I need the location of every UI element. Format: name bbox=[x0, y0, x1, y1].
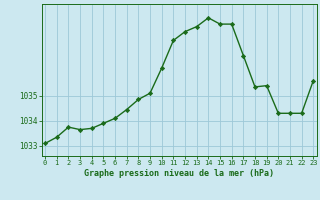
X-axis label: Graphe pression niveau de la mer (hPa): Graphe pression niveau de la mer (hPa) bbox=[84, 169, 274, 178]
